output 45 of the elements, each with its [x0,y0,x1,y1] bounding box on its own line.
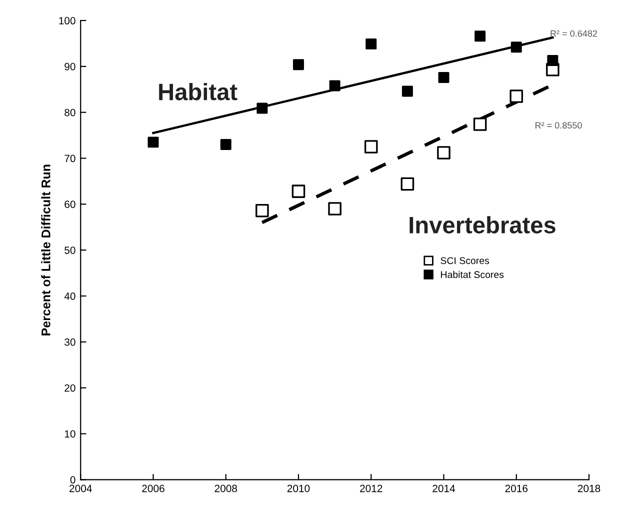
point [366,38,377,50]
point [438,72,450,83]
y-tick-label: 80 [64,108,76,116]
point [256,204,269,218]
y-tick-label: 100 [59,17,76,24]
y-tick-label: 30 [64,338,76,346]
point [473,118,487,131]
x-tick-label: 2018 [578,484,600,492]
point [292,59,304,70]
x-tick-label: 2004 [70,484,92,492]
point [510,42,522,53]
y-tick-label: 20 [64,384,76,392]
y-tick-label: 60 [64,200,76,208]
annotation: R² = 0.8550 [536,122,582,129]
point [547,54,558,66]
point [474,30,486,42]
y-tick-label: 50 [64,246,76,254]
point [437,146,450,160]
x-tick-label: 2012 [360,484,382,492]
y-tick-label: 10 [64,430,76,438]
point [402,86,413,97]
x-tick-label: 2008 [214,484,237,492]
point [510,90,524,103]
point [256,102,268,114]
legend-label: Habitat Scores [441,270,504,278]
point [400,177,414,191]
annotation: R² = 0.6482 [550,30,598,37]
y-tick-label: 40 [64,292,76,300]
x-tick-label: 2010 [287,484,310,492]
legend-label: SCI Scores [440,257,490,264]
point [220,138,232,150]
point [292,184,306,198]
x-tick-label: 2006 [142,484,164,492]
y-tick-label: 90 [64,62,76,70]
x-tick-label: 2014 [432,484,456,492]
y-tick-label: 70 [64,154,76,162]
y-tick-label: 0 [70,476,76,484]
annotation: Invertebrates [410,216,556,234]
point [148,136,159,148]
point [364,140,378,154]
x-tick-label: 2016 [505,484,528,492]
annotation: Habitat [159,82,238,100]
point [329,80,340,92]
point [328,202,342,216]
y-axis-title: Percent of Little Difficult Run [41,164,50,336]
